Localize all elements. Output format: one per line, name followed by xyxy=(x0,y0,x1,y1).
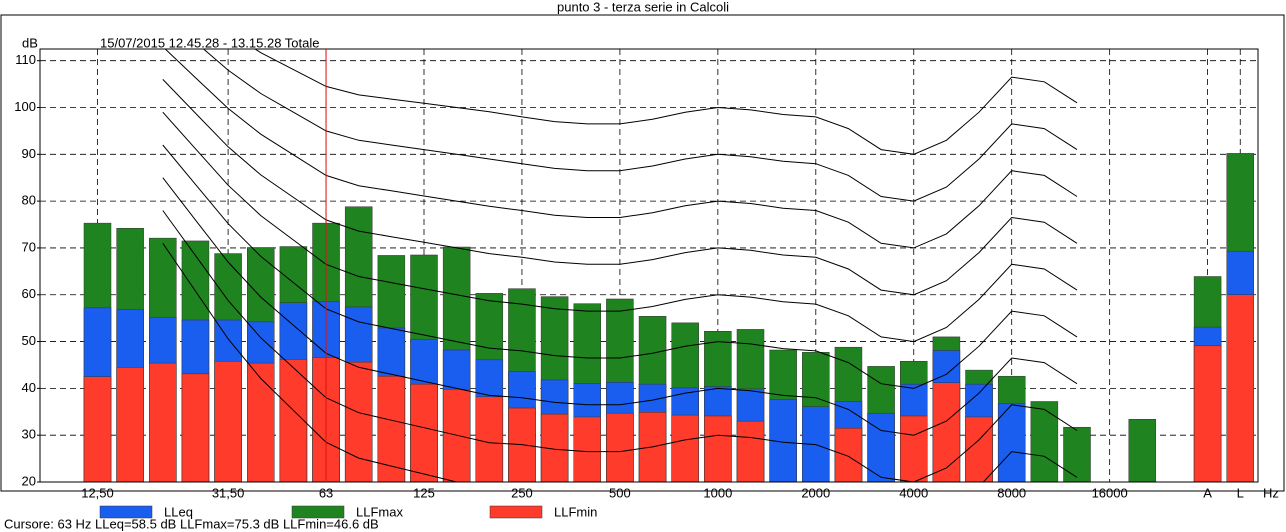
y-tick-label: 90 xyxy=(22,146,36,161)
bar xyxy=(573,416,601,483)
y-tick-label: 20 xyxy=(22,473,36,488)
y-tick-label: 100 xyxy=(14,99,36,114)
y-tick-label: 70 xyxy=(22,239,36,254)
frame xyxy=(0,14,1285,492)
bar xyxy=(606,412,634,483)
y-tick-label: 40 xyxy=(22,380,36,395)
bar xyxy=(247,362,275,483)
x-tick-label: 12,50 xyxy=(81,485,114,500)
bar xyxy=(279,359,308,483)
contour-line xyxy=(162,177,1078,436)
legend-swatch xyxy=(99,505,153,519)
subtitle: 15/07/2015 12.45.28 - 13.15.28 Totale xyxy=(100,35,320,50)
bars xyxy=(83,153,1254,483)
bar xyxy=(410,383,438,483)
bar xyxy=(900,415,928,483)
x-tick-label: 500 xyxy=(609,485,631,500)
y-tick-label: 50 xyxy=(22,333,36,348)
x-tick-label: L xyxy=(1237,485,1244,500)
contour-line xyxy=(162,210,1078,482)
contour-line xyxy=(202,49,1078,202)
cursor-readout: Cursore: 63 Hz LLeq=58.5 dB LLFmax=75.3 … xyxy=(4,516,379,531)
x-tick-label: 31,50 xyxy=(212,485,245,500)
y-tick-label: 30 xyxy=(22,427,36,442)
x-axis-label: Hz xyxy=(1263,485,1279,500)
bar xyxy=(1226,294,1254,483)
bar xyxy=(671,414,699,483)
contour-line xyxy=(162,79,1078,296)
legend-label: LLFmax xyxy=(356,504,403,519)
bar xyxy=(1063,426,1091,483)
contour-line xyxy=(164,49,1078,249)
bar xyxy=(475,396,504,483)
bar xyxy=(1128,419,1157,483)
x-tick-label: 250 xyxy=(511,485,533,500)
legend-swatch xyxy=(489,505,543,519)
legend-label: LLFmin xyxy=(554,504,597,519)
contour-line xyxy=(254,49,1078,155)
bar xyxy=(149,362,177,483)
bar xyxy=(344,361,373,483)
y-tick-label: 80 xyxy=(22,193,36,208)
contour-line xyxy=(162,144,1078,389)
plot-frame xyxy=(39,48,1259,483)
bar xyxy=(1030,401,1059,483)
x-tick-label: A xyxy=(1203,485,1212,500)
bar xyxy=(932,382,961,483)
chart-title: punto 3 - terza serie in Calcoli xyxy=(557,0,729,14)
legend-label: LLeq xyxy=(164,504,193,519)
x-tick-label: 8000 xyxy=(997,485,1026,500)
bar xyxy=(704,415,732,483)
bar xyxy=(736,420,765,483)
bar xyxy=(181,373,210,483)
y-tick-label: 60 xyxy=(22,286,36,301)
bar xyxy=(834,427,863,483)
bar xyxy=(997,403,1026,483)
x-tick-label: 2000 xyxy=(801,485,830,500)
contours xyxy=(162,49,1078,482)
x-tick-label: 125 xyxy=(413,485,435,500)
legend-swatch xyxy=(291,505,345,519)
bar xyxy=(1193,345,1222,483)
x-tick-label: 1000 xyxy=(703,485,732,500)
bar xyxy=(214,360,242,483)
y-axis-label: dB xyxy=(22,35,38,50)
bar xyxy=(116,367,144,483)
contour-line xyxy=(162,243,1078,482)
x-tick-label: 16000 xyxy=(1092,485,1128,500)
bar xyxy=(965,416,993,483)
x-tick-label: 63 xyxy=(319,485,333,500)
x-tick-label: 4000 xyxy=(899,485,928,500)
contour-line xyxy=(162,111,1078,343)
bar xyxy=(83,376,112,483)
y-tick-label: 110 xyxy=(15,52,36,67)
